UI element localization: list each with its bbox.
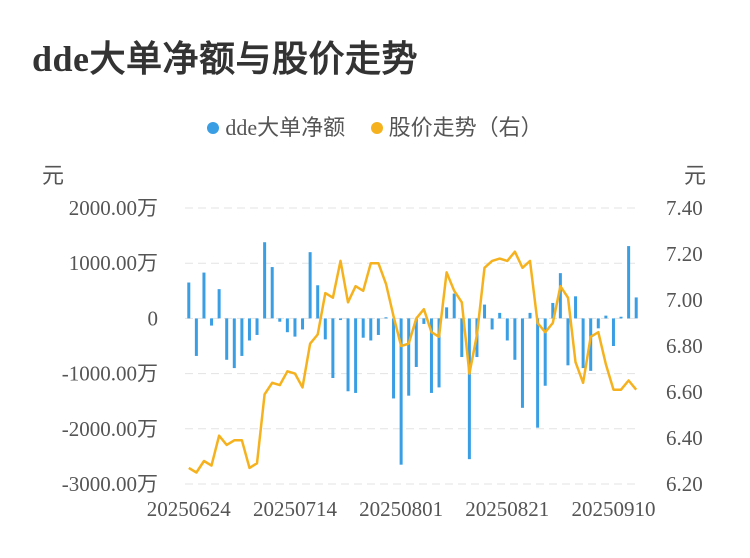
bar[interactable] <box>460 318 464 358</box>
bar[interactable] <box>619 316 623 319</box>
legend-marker-price <box>370 121 383 134</box>
price-line[interactable] <box>188 250 638 474</box>
bar[interactable] <box>520 318 524 408</box>
x-tick-label: 20250821 <box>465 497 549 521</box>
bar[interactable] <box>354 318 358 393</box>
y-left-tick-label: 1000.00万 <box>69 251 158 275</box>
bar[interactable] <box>611 318 615 346</box>
bar[interactable] <box>407 318 411 396</box>
bar[interactable] <box>210 318 214 326</box>
y-right-tick-label: 7.00 <box>666 288 703 312</box>
y-left-tick-label: 2000.00万 <box>69 196 158 220</box>
bar[interactable] <box>581 318 585 369</box>
left-axis-unit: 元 <box>42 163 65 188</box>
bar[interactable] <box>338 318 342 321</box>
bar[interactable] <box>558 273 562 319</box>
y-left-tick-label: -3000.00万 <box>62 472 158 496</box>
bar[interactable] <box>316 285 320 319</box>
y-left-tick-label: -2000.00万 <box>62 417 158 441</box>
bar[interactable] <box>270 267 274 319</box>
legend: dde大单净额 股价走势（右） <box>0 110 750 142</box>
bar[interactable] <box>392 318 396 399</box>
bar[interactable] <box>187 282 191 319</box>
y-left-tick-label: -1000.00万 <box>62 362 158 386</box>
bar[interactable] <box>255 318 259 335</box>
bar[interactable] <box>278 318 282 322</box>
bar[interactable] <box>194 318 198 356</box>
bar[interactable] <box>505 318 509 341</box>
y-right-tick-label: 6.20 <box>666 472 703 496</box>
bar[interactable] <box>536 318 540 428</box>
bar[interactable] <box>346 318 350 392</box>
bar[interactable] <box>452 293 456 319</box>
y-right-tick-label: 7.20 <box>666 242 703 266</box>
bar[interactable] <box>369 318 373 341</box>
x-tick-label: 20250801 <box>359 497 443 521</box>
bar[interactable] <box>513 318 517 360</box>
bar[interactable] <box>247 318 251 341</box>
x-tick-label: 20250910 <box>571 497 655 521</box>
bar[interactable] <box>263 242 267 319</box>
bar[interactable] <box>589 318 593 371</box>
legend-label-price: 股价走势（右） <box>388 115 543 140</box>
legend-label-dde: dde大单净额 <box>225 115 346 140</box>
bar[interactable] <box>467 318 471 460</box>
y-right-tick-label: 7.40 <box>666 196 703 220</box>
bar[interactable] <box>376 318 380 335</box>
bar[interactable] <box>422 318 426 324</box>
bar[interactable] <box>399 318 403 465</box>
bar[interactable] <box>285 318 289 333</box>
bar[interactable] <box>414 318 418 367</box>
bar[interactable] <box>445 307 449 319</box>
bar[interactable] <box>596 318 600 329</box>
bar[interactable] <box>483 304 487 319</box>
y-left-tick-label: 0 <box>148 306 159 330</box>
bar[interactable] <box>604 315 608 319</box>
y-right-tick-label: 6.40 <box>666 426 703 450</box>
bar[interactable] <box>490 318 494 330</box>
x-tick-label: 20250714 <box>253 497 338 521</box>
bar[interactable] <box>331 318 335 379</box>
y-right-tick-label: 6.80 <box>666 334 703 358</box>
bar[interactable] <box>301 318 305 330</box>
bar[interactable] <box>528 312 532 319</box>
bar[interactable] <box>323 318 327 340</box>
bar[interactable] <box>574 296 578 319</box>
right-axis-unit: 元 <box>684 163 707 188</box>
bar[interactable] <box>634 297 638 319</box>
bar[interactable] <box>627 246 631 319</box>
bar[interactable] <box>543 318 547 386</box>
bar[interactable] <box>202 272 206 319</box>
bar[interactable] <box>498 312 502 319</box>
legend-item-dde[interactable]: dde大单净额 <box>207 110 345 142</box>
y-right-tick-label: 6.60 <box>666 380 703 404</box>
bar[interactable] <box>551 302 555 319</box>
bar[interactable] <box>217 289 221 319</box>
bar[interactable] <box>384 317 388 319</box>
bar[interactable] <box>293 318 297 337</box>
bar[interactable] <box>361 318 365 338</box>
bar[interactable] <box>566 318 570 366</box>
bar[interactable] <box>308 252 312 319</box>
bar[interactable] <box>437 318 441 388</box>
legend-item-price[interactable]: 股价走势（右） <box>370 110 543 142</box>
bar[interactable] <box>232 318 236 369</box>
chart-title: dde大单净额与股价走势 <box>32 39 419 79</box>
bar[interactable] <box>225 318 229 360</box>
x-tick-label: 20250624 <box>147 497 232 521</box>
bar[interactable] <box>240 318 244 356</box>
legend-marker-dde <box>207 121 220 134</box>
bar[interactable] <box>429 318 433 393</box>
